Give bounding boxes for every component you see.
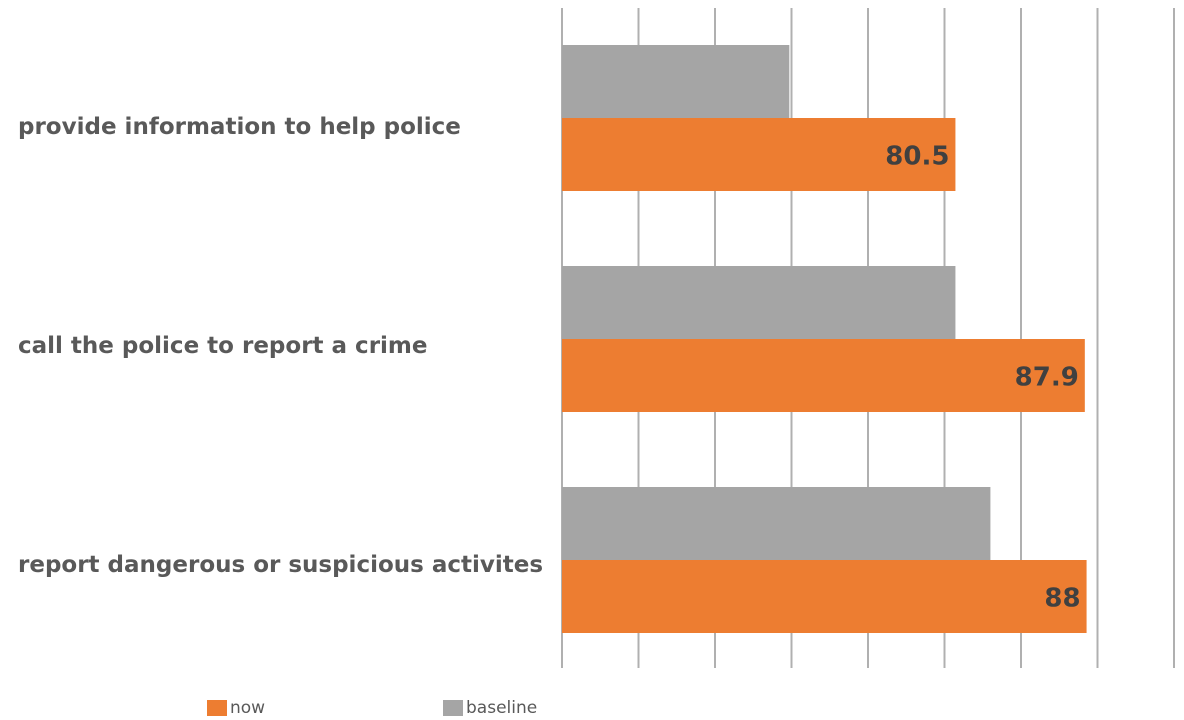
category-label: report dangerous or suspicious activites <box>18 552 543 578</box>
category-label: call the police to report a crime <box>18 333 428 359</box>
bar-baseline <box>562 266 956 339</box>
legend-label-baseline: baseline <box>466 698 538 718</box>
bar-baseline <box>562 45 790 118</box>
bar-now <box>562 560 1087 633</box>
data-label-now: 80.5 <box>885 142 949 172</box>
legend-swatch-baseline <box>443 700 463 716</box>
bar-baseline <box>562 487 991 560</box>
legend-item-now: now <box>207 698 265 718</box>
category-label: provide information to help police <box>18 114 461 140</box>
legend-swatch-now <box>207 700 227 716</box>
data-label-now: 87.9 <box>1015 363 1079 393</box>
bar-now <box>562 339 1085 412</box>
legend-item-baseline: baseline <box>443 698 537 718</box>
legend-label-now: now <box>230 698 266 718</box>
bar-now <box>562 118 956 191</box>
data-label-now: 88 <box>1044 584 1080 614</box>
